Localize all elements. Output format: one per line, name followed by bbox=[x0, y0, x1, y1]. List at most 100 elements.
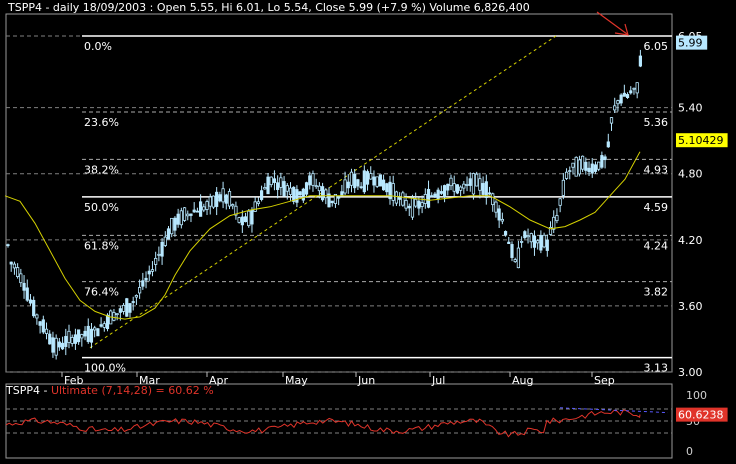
candle-body bbox=[285, 185, 289, 192]
candle-body bbox=[121, 304, 126, 312]
candle-body bbox=[67, 330, 71, 343]
candle-body bbox=[64, 336, 68, 347]
candle-body bbox=[375, 176, 379, 187]
candle-body bbox=[311, 173, 315, 186]
candle-body bbox=[73, 334, 78, 344]
candle-body bbox=[625, 94, 630, 99]
candle-body bbox=[25, 287, 29, 301]
candle-body bbox=[410, 197, 415, 218]
candle-body bbox=[247, 210, 251, 227]
candle-body bbox=[526, 235, 530, 238]
candle-body bbox=[638, 55, 642, 67]
candle-body bbox=[468, 178, 472, 186]
price-tag-label: 5.10429 bbox=[678, 134, 724, 147]
candle-body bbox=[398, 196, 402, 200]
fib-level-label: 38.2% bbox=[84, 163, 119, 176]
candle-body bbox=[356, 179, 360, 187]
candle-body bbox=[436, 189, 440, 200]
candle-body bbox=[48, 333, 52, 345]
fib-level-value: 4.93 bbox=[644, 163, 669, 176]
divergence-line bbox=[559, 407, 669, 414]
candle-body bbox=[381, 179, 386, 191]
candle-body bbox=[378, 174, 382, 187]
candle-body bbox=[118, 308, 122, 313]
fib-level-value: 6.05 bbox=[644, 40, 669, 53]
candle-body bbox=[587, 167, 591, 173]
candle-body bbox=[529, 233, 533, 243]
candle-body bbox=[516, 247, 521, 269]
candle-body bbox=[44, 328, 49, 334]
candle-body bbox=[272, 178, 277, 183]
x-tick-label: Feb bbox=[64, 374, 83, 387]
candle-body bbox=[32, 299, 36, 317]
candle-body bbox=[330, 200, 334, 204]
candle-body bbox=[449, 177, 453, 187]
candle-body bbox=[542, 234, 546, 248]
candle-body bbox=[346, 181, 350, 189]
fib-level-label: 100.0% bbox=[84, 362, 126, 375]
candle-body bbox=[407, 205, 411, 209]
candle-body bbox=[19, 273, 23, 284]
candle-body bbox=[401, 192, 405, 206]
candle-body bbox=[507, 241, 511, 244]
candle-body bbox=[166, 228, 171, 240]
oscillator-y-tick: 0 bbox=[686, 445, 693, 458]
candle-body bbox=[561, 179, 565, 196]
chart-header: TSPP4 - daily 18/09/2003 : Open 5.55, Hi… bbox=[8, 1, 530, 14]
candle-body bbox=[459, 186, 463, 191]
candle-body bbox=[465, 184, 469, 186]
candle-body bbox=[243, 216, 248, 223]
fib-level-value: 4.59 bbox=[644, 201, 669, 214]
candle-body bbox=[80, 334, 84, 339]
fib-level-label: 23.6% bbox=[84, 116, 119, 129]
candle-body bbox=[218, 194, 222, 202]
candle-body bbox=[83, 330, 87, 337]
fib-level-label: 76.4% bbox=[84, 286, 119, 299]
candle-body bbox=[391, 183, 395, 201]
candle-body bbox=[365, 171, 370, 185]
candle-body bbox=[211, 195, 216, 208]
candle-body bbox=[619, 94, 623, 104]
oscillator-y-tick: 100 bbox=[686, 389, 707, 402]
candle-body bbox=[539, 235, 543, 251]
candle-body bbox=[240, 216, 244, 226]
candle-body bbox=[160, 241, 164, 257]
candle-body bbox=[179, 210, 183, 226]
candle-body bbox=[256, 201, 260, 204]
candle-body bbox=[93, 327, 97, 331]
x-tick-label: Apr bbox=[209, 374, 229, 387]
y-tick-label: 3.60 bbox=[678, 300, 703, 313]
candle-body bbox=[163, 236, 167, 246]
candle-body bbox=[359, 186, 363, 189]
fib-level-value: 4.24 bbox=[644, 239, 669, 252]
candle-body bbox=[388, 181, 392, 200]
candle-body bbox=[231, 204, 235, 207]
candle-body bbox=[558, 198, 562, 206]
candle-body bbox=[89, 328, 94, 343]
candle-body bbox=[141, 280, 145, 287]
candle-body bbox=[564, 171, 569, 179]
candle-body bbox=[349, 171, 354, 186]
candle-body bbox=[320, 186, 325, 201]
candle-body bbox=[584, 161, 588, 171]
candle-body bbox=[545, 239, 549, 251]
y-tick-label: 3.00 bbox=[678, 366, 703, 379]
oscillator-ticker: TSPP4 - bbox=[6, 384, 51, 397]
candle-body bbox=[147, 270, 151, 275]
candle-body bbox=[433, 193, 437, 197]
fib-level-value: 3.82 bbox=[644, 286, 669, 299]
candle-body bbox=[279, 177, 283, 188]
candle-body bbox=[57, 341, 61, 348]
candle-body bbox=[442, 185, 447, 198]
candle-body bbox=[420, 202, 424, 207]
x-tick-label: Mar bbox=[139, 374, 160, 387]
candle-body bbox=[189, 213, 193, 216]
candle-body bbox=[205, 201, 209, 210]
candle-body bbox=[426, 188, 431, 208]
candle-body bbox=[632, 87, 636, 90]
candle-body bbox=[478, 178, 482, 191]
price-tag-label: 5.99 bbox=[678, 37, 703, 50]
candle-body bbox=[54, 337, 58, 356]
candle-body bbox=[237, 217, 241, 223]
candle-body bbox=[343, 179, 347, 194]
